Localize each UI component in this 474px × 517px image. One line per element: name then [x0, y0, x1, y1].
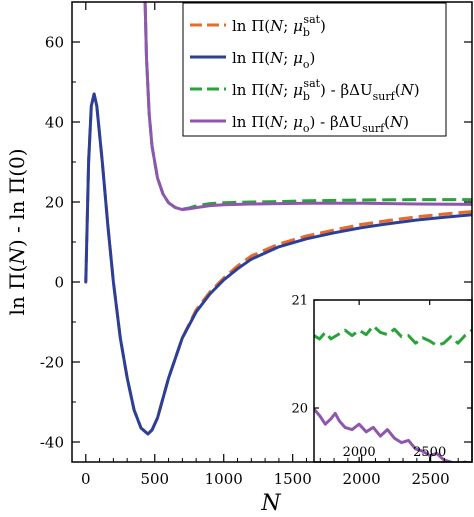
inset-y-tick-label: 20	[291, 402, 308, 417]
y-axis-label-italic-n: N	[5, 246, 29, 266]
legend-text-italic: N	[269, 49, 284, 67]
legend-text: )	[403, 113, 409, 131]
legend-text-italic: μ	[293, 17, 303, 35]
legend-text: ;	[283, 49, 293, 67]
legend-text: ;	[283, 81, 293, 99]
legend-text-italic: μ	[293, 49, 303, 67]
legend-text: ;	[283, 113, 293, 131]
main-y-tick-label: 60	[45, 33, 64, 51]
main-y-tick-label: 0	[54, 273, 64, 291]
inset-series-green-line	[314, 324, 472, 347]
main-series-blue-line	[84, 92, 472, 436]
inset-plot-series	[314, 324, 472, 462]
legend-label-purple: ln Π(N; μo) - βΔUsurf(N)	[232, 113, 409, 135]
main-y-tick-label: 20	[45, 193, 64, 211]
legend-label-blue: ln Π(N; μo)	[232, 49, 315, 71]
legend-text-italic: μ	[293, 113, 303, 131]
legend-text-italic: N	[400, 81, 415, 99]
main-x-tick-label: 0	[81, 470, 91, 488]
legend-subscript: b	[303, 26, 310, 39]
inset-axes: 2000 2500 20 21	[291, 294, 472, 462]
inset-y-tick-label: 21	[291, 294, 308, 309]
main-x-tick-label: 500	[140, 470, 169, 488]
legend-box	[182, 2, 447, 137]
inset-x-tick-label: 2000	[343, 445, 376, 460]
y-axis-label-part: ) - ln Π(0)	[5, 148, 29, 247]
legend-text-italic: N	[269, 113, 284, 131]
main-plot-frame	[71, 1, 473, 463]
legend-text-italic: N	[389, 113, 404, 131]
legend: ln Π(N; μbsat)ln Π(N; μo)ln Π(N; μbsat) …	[182, 2, 447, 137]
legend-text: )	[310, 49, 316, 67]
y-axis-label-part: ln Π(	[5, 265, 29, 316]
legend-subscript: surf	[373, 90, 396, 103]
inset-series-purple-line	[314, 407, 470, 462]
legend-text: )	[414, 81, 420, 99]
y-axis-label: ln Π(N) - ln Π(0)	[5, 148, 29, 315]
x-axis-label: N	[260, 491, 281, 516]
legend-text: ;	[283, 17, 293, 35]
main-plot-series	[84, 2, 472, 436]
legend-text: ) - βΔU	[320, 81, 373, 99]
main-y-tick-label: -40	[40, 433, 64, 451]
legend-text-italic: μ	[293, 81, 303, 99]
legend-text: ln Π(	[232, 113, 270, 131]
legend-text: (	[395, 81, 401, 99]
main-x-tick-label: 1000	[205, 470, 243, 488]
main-x-tick-label: 2500	[412, 470, 450, 488]
legend-text: ) - βΔU	[310, 113, 363, 131]
legend-text: ln Π(	[232, 81, 270, 99]
legend-subscript: o	[303, 122, 310, 135]
legend-text-italic: N	[269, 81, 284, 99]
main-x-tick-label: 2000	[343, 470, 381, 488]
legend-subscript: b	[303, 90, 310, 103]
legend-text: (	[384, 113, 390, 131]
legend-label-orange: ln Π(N; μbsat)	[232, 13, 326, 39]
legend-text: )	[320, 17, 326, 35]
legend-text-italic: N	[269, 17, 284, 35]
legend-subscript: o	[303, 58, 310, 71]
main-x-tick-label: 1500	[274, 470, 312, 488]
inset-x-tick-label: 2500	[413, 445, 446, 460]
main-y-tick-label: -20	[40, 353, 64, 371]
legend-superscript: sat	[303, 77, 320, 90]
main-axes: 0 500 1000 1500 2000 2500 -40 -20 0 20 40 60	[40, 1, 473, 488]
main-y-tick-label: 40	[45, 113, 64, 131]
legend-subscript: surf	[362, 122, 385, 135]
legend-text: ln Π(	[232, 49, 270, 67]
main-series-purple-line	[143, 2, 472, 212]
legend-text: ln Π(	[232, 17, 270, 35]
legend-superscript: sat	[303, 13, 320, 26]
legend-label-green: ln Π(N; μbsat) - βΔUsurf(N)	[232, 77, 420, 103]
